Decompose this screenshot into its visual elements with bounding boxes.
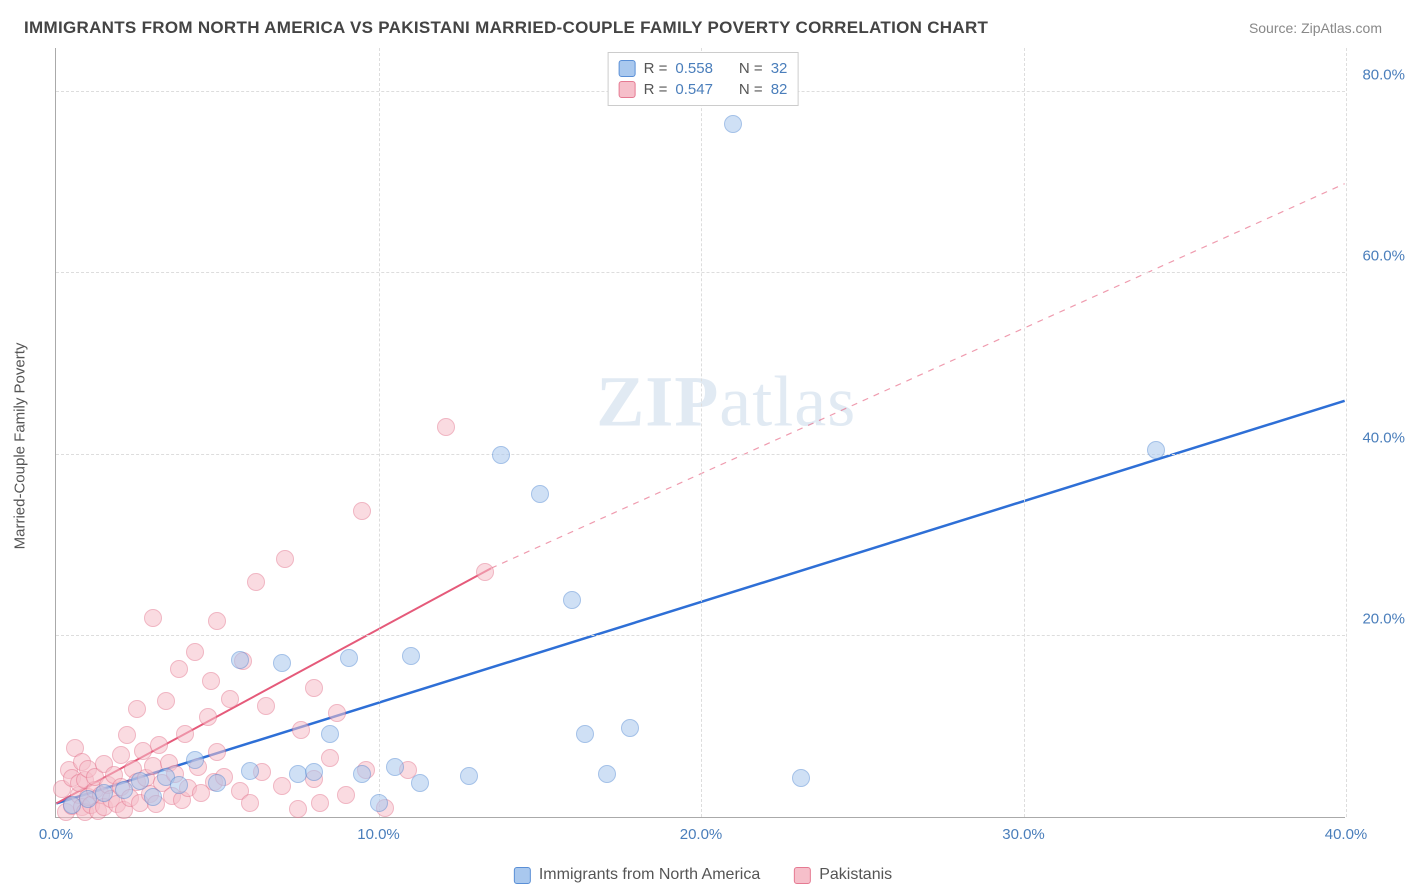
data-point [231,651,249,669]
data-point [202,672,220,690]
data-point [305,763,323,781]
data-point [221,690,239,708]
data-point [476,563,494,581]
data-point [305,679,323,697]
data-point [276,550,294,568]
data-point [115,781,133,799]
data-point [353,502,371,520]
data-point [150,736,168,754]
data-point [337,786,355,804]
data-point [208,612,226,630]
source-label: Source: [1249,20,1297,36]
data-point [289,765,307,783]
legend-n-label: N = [739,60,763,77]
data-point [170,776,188,794]
data-point [289,800,307,818]
data-point [437,418,455,436]
data-point [531,485,549,503]
data-point [598,765,616,783]
y-tick-label: 60.0% [1350,248,1405,265]
data-point [321,725,339,743]
chart-title: IMMIGRANTS FROM NORTH AMERICA VS PAKISTA… [24,18,988,38]
x-tick-label: 10.0% [357,826,400,843]
x-tick-label: 20.0% [680,826,723,843]
x-tick-label: 0.0% [39,826,73,843]
data-point [273,777,291,795]
data-point [1147,441,1165,459]
data-point [186,643,204,661]
data-point [292,721,310,739]
data-point [247,573,265,591]
data-point [208,774,226,792]
legend-r-value-0: 0.558 [675,60,713,77]
data-point [241,794,259,812]
data-point [328,704,346,722]
scatter-plot-area: ZIPatlas 20.0%40.0%60.0%80.0%0.0%10.0%20… [55,48,1345,818]
y-axis-label: Married-Couple Family Poverty [12,343,29,550]
data-point [621,719,639,737]
gridline-v [1346,48,1347,817]
data-point [386,758,404,776]
data-point [176,725,194,743]
x-tick-label: 30.0% [1002,826,1045,843]
data-point [353,765,371,783]
legend-r-value-1: 0.547 [675,81,713,98]
data-point [311,794,329,812]
legend-row-series-1: R = 0.547 N = 82 [619,79,788,100]
data-point [95,784,113,802]
data-point [199,708,217,726]
legend-row-series-0: R = 0.558 N = 32 [619,58,788,79]
legend-swatch-blue [514,867,531,884]
data-point [576,725,594,743]
legend-n-label: N = [739,81,763,98]
data-point [370,794,388,812]
legend-r-label: R = [644,60,668,77]
data-point [402,647,420,665]
source-attribution: Source: ZipAtlas.com [1249,20,1382,36]
series-legend: Immigrants from North America Pakistanis [514,866,892,884]
data-point [157,692,175,710]
legend-n-value-1: 82 [771,81,788,98]
data-point [321,749,339,767]
data-point [186,751,204,769]
legend-series-name-0: Immigrants from North America [539,866,760,884]
data-point [144,788,162,806]
watermark: ZIPatlas [596,360,856,443]
y-tick-label: 20.0% [1350,610,1405,627]
legend-swatch-pink [794,867,811,884]
data-point [460,767,478,785]
y-tick-label: 80.0% [1350,67,1405,84]
data-point [170,660,188,678]
data-point [118,726,136,744]
correlation-legend: R = 0.558 N = 32 R = 0.547 N = 82 [608,52,799,106]
gridline-v [379,48,380,817]
y-tick-label: 40.0% [1350,429,1405,446]
gridline-v [1024,48,1025,817]
legend-series-name-1: Pakistanis [819,866,892,884]
data-point [131,772,149,790]
source-link[interactable]: ZipAtlas.com [1301,20,1382,36]
data-point [340,649,358,667]
data-point [792,769,810,787]
data-point [724,115,742,133]
data-point [241,762,259,780]
data-point [144,609,162,627]
data-point [208,743,226,761]
x-tick-label: 40.0% [1325,826,1368,843]
data-point [273,654,291,672]
data-point [492,446,510,464]
legend-item-1: Pakistanis [794,866,892,884]
data-point [563,591,581,609]
gridline-v [701,48,702,817]
legend-n-value-0: 32 [771,60,788,77]
legend-swatch-pink [619,81,636,98]
data-point [411,774,429,792]
data-point [128,700,146,718]
data-point [257,697,275,715]
legend-r-label: R = [644,81,668,98]
legend-swatch-blue [619,60,636,77]
legend-item-0: Immigrants from North America [514,866,760,884]
